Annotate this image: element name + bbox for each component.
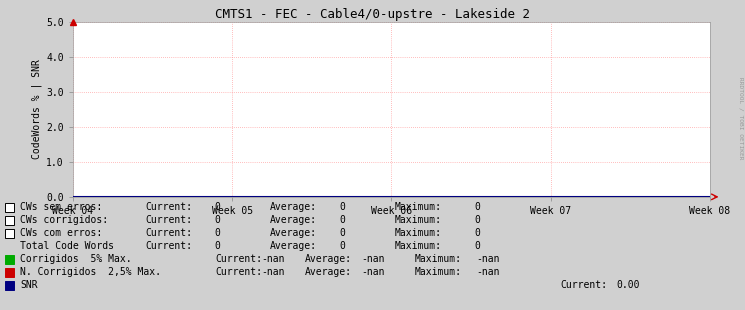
- Text: 0: 0: [214, 202, 220, 212]
- Text: 0: 0: [214, 228, 220, 238]
- Text: Current:: Current:: [560, 280, 607, 290]
- Text: CWs sem erros:: CWs sem erros:: [20, 202, 102, 212]
- Text: Current:: Current:: [215, 267, 262, 277]
- Text: -nan: -nan: [261, 267, 285, 277]
- Text: CWs com erros:: CWs com erros:: [20, 228, 102, 238]
- Text: -nan: -nan: [261, 254, 285, 264]
- Text: CWs corrigidos:: CWs corrigidos:: [20, 215, 108, 225]
- Text: 0: 0: [474, 202, 480, 212]
- Text: 0: 0: [339, 202, 345, 212]
- Text: Average:: Average:: [305, 254, 352, 264]
- Text: Maximum:: Maximum:: [415, 254, 462, 264]
- Text: Current:: Current:: [145, 228, 192, 238]
- Text: Maximum:: Maximum:: [395, 215, 442, 225]
- Text: CMTS1 - FEC - Cable4/0-upstre - Lakeside 2: CMTS1 - FEC - Cable4/0-upstre - Lakeside…: [215, 8, 530, 21]
- Text: Maximum:: Maximum:: [415, 267, 462, 277]
- Text: -nan: -nan: [361, 254, 385, 264]
- Text: -nan: -nan: [361, 267, 385, 277]
- Text: Total Code Words: Total Code Words: [20, 241, 114, 251]
- Text: Current:: Current:: [215, 254, 262, 264]
- Text: Maximum:: Maximum:: [395, 228, 442, 238]
- Text: Average:: Average:: [270, 228, 317, 238]
- Text: RRDTOOL / TOBI OETIKER: RRDTOOL / TOBI OETIKER: [738, 77, 744, 159]
- Text: 0: 0: [339, 215, 345, 225]
- Text: Maximum:: Maximum:: [395, 202, 442, 212]
- Text: 0: 0: [474, 228, 480, 238]
- Text: N. Corrigidos  2,5% Max.: N. Corrigidos 2,5% Max.: [20, 267, 161, 277]
- Text: Corrigidos  5% Max.: Corrigidos 5% Max.: [20, 254, 132, 264]
- Text: Average:: Average:: [270, 202, 317, 212]
- Text: 0: 0: [339, 228, 345, 238]
- Text: Current:: Current:: [145, 215, 192, 225]
- Text: -nan: -nan: [477, 254, 500, 264]
- Text: -nan: -nan: [477, 267, 500, 277]
- Text: Average:: Average:: [270, 241, 317, 251]
- Text: 0: 0: [474, 241, 480, 251]
- Text: 0: 0: [339, 241, 345, 251]
- Text: 0: 0: [214, 241, 220, 251]
- Text: 0: 0: [214, 215, 220, 225]
- Text: Average:: Average:: [305, 267, 352, 277]
- Text: Current:: Current:: [145, 202, 192, 212]
- Y-axis label: CodeWords % | SNR: CodeWords % | SNR: [32, 59, 42, 159]
- Text: 0.00: 0.00: [617, 280, 640, 290]
- Text: Maximum:: Maximum:: [395, 241, 442, 251]
- Text: Current:: Current:: [145, 241, 192, 251]
- Text: Average:: Average:: [270, 215, 317, 225]
- Text: 0: 0: [474, 215, 480, 225]
- Text: SNR: SNR: [20, 280, 38, 290]
